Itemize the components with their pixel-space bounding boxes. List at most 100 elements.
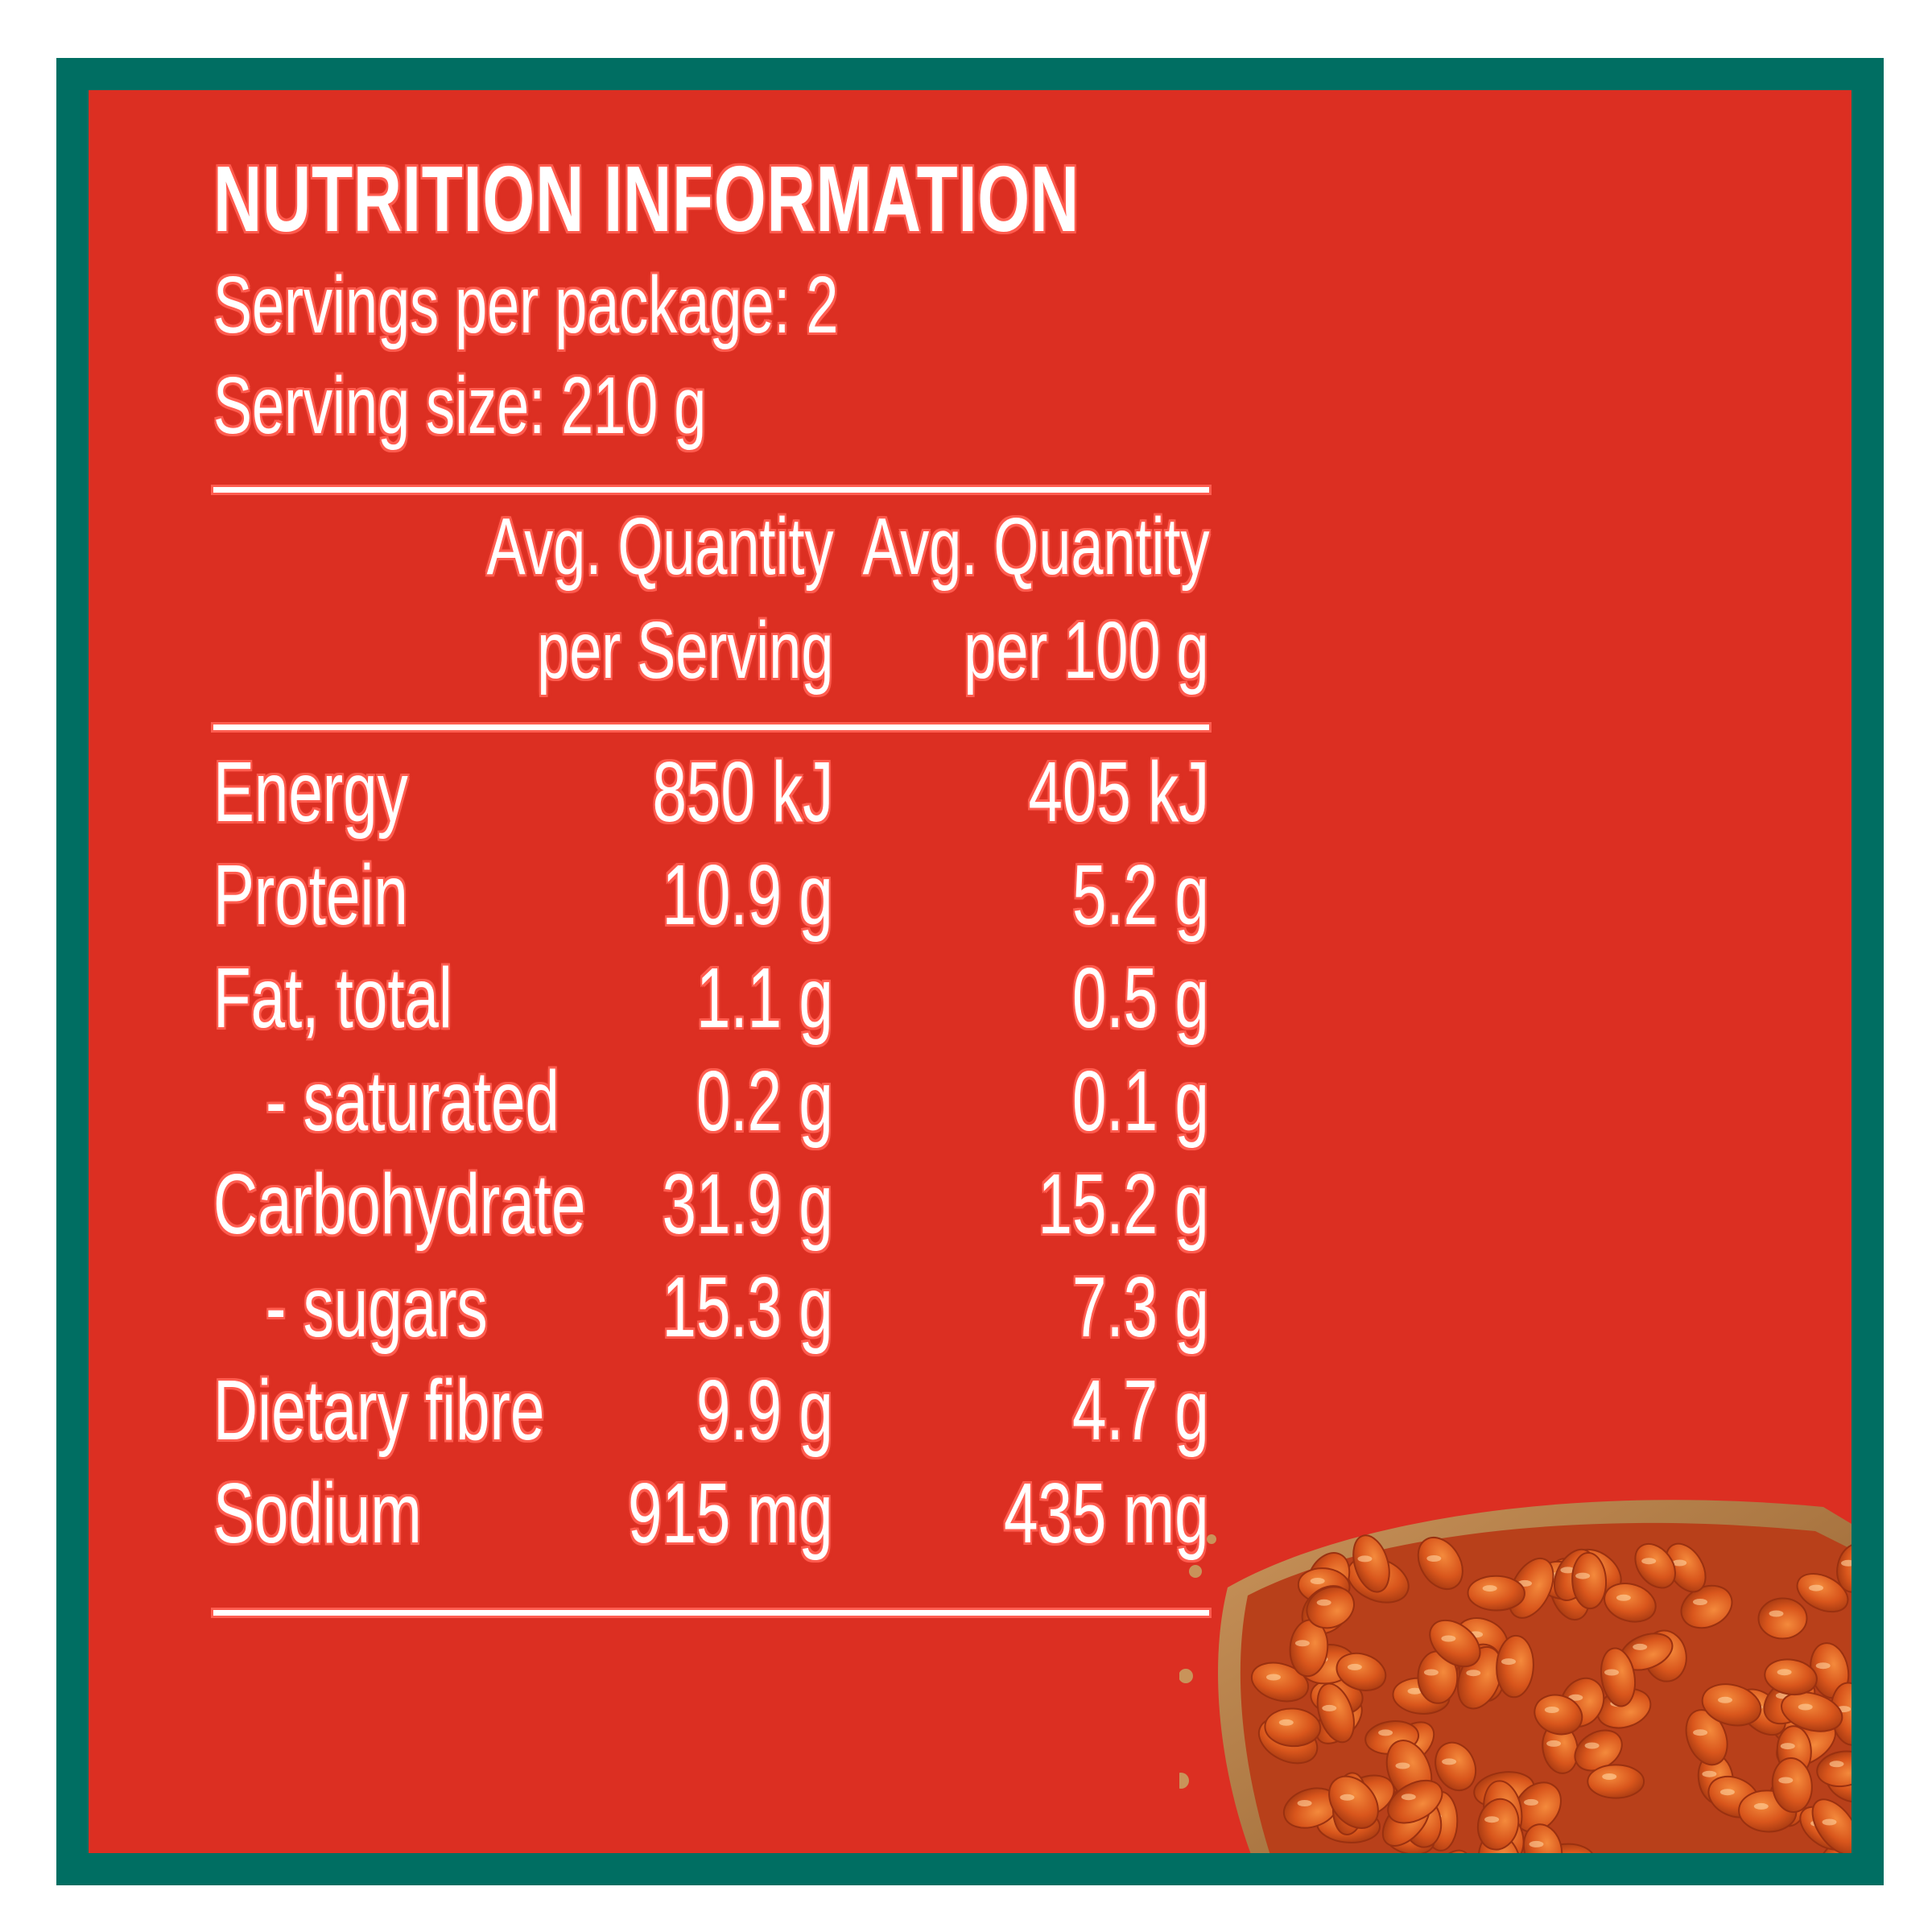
bean-highlight (1616, 1594, 1631, 1601)
bean-highlight (1575, 1572, 1591, 1579)
table-row: - saturated 0.2 g 0.1 g (89, 1053, 1852, 1154)
bean (1417, 1537, 1463, 1590)
beans-on-toast-image (1179, 1500, 1852, 1853)
per-serving-value: 15.3 g (662, 1260, 833, 1355)
per-serving-value: 850 kJ (652, 745, 833, 840)
bean-highlight (1718, 1696, 1732, 1703)
bean (1685, 1709, 1728, 1766)
per-100g-value: 15.2 g (1038, 1157, 1209, 1252)
bean-highlight (1395, 1762, 1410, 1769)
bean-highlight (1316, 1599, 1331, 1606)
bean (1534, 1694, 1583, 1736)
bean-highlight (1633, 1643, 1648, 1650)
bean-highlight (1544, 1707, 1559, 1713)
bean (1426, 1849, 1472, 1853)
bean (1467, 1575, 1525, 1612)
bean (1352, 1534, 1390, 1593)
bean-highlight (1423, 1669, 1439, 1676)
bean-highlight (1672, 1559, 1687, 1567)
per-serving-value: 31.9 g (662, 1157, 833, 1252)
bean (1264, 1707, 1322, 1748)
per-100g-value: 4.7 g (1072, 1363, 1209, 1458)
bean-highlight (1815, 1662, 1831, 1670)
bean (1335, 1652, 1387, 1691)
bean-highlight (1798, 1703, 1813, 1711)
per-serving-value: 0.2 g (696, 1054, 833, 1149)
bean-highlight (1693, 1599, 1707, 1605)
table-header-rule (213, 724, 1209, 730)
table-bottom-rule (213, 1610, 1209, 1616)
per-serving-value: 1.1 g (696, 951, 833, 1046)
bean-highlight (1340, 1794, 1355, 1801)
bean (1600, 1647, 1637, 1707)
bean-highlight (1777, 1669, 1792, 1676)
bean (1587, 1764, 1645, 1799)
bean-highlight (1310, 1578, 1325, 1584)
bean-highlight (1702, 1770, 1717, 1777)
bean-highlight (1297, 1800, 1312, 1806)
per-100g-value: 0.1 g (1072, 1054, 1209, 1149)
bean-highlight (1719, 1789, 1735, 1796)
bean-highlight (1753, 1802, 1769, 1810)
bean-highlight (1568, 1694, 1583, 1701)
bean (1316, 1682, 1355, 1744)
nutrient-label: Fat, total (213, 951, 452, 1046)
bean (1387, 1779, 1443, 1824)
bean-highlight (1347, 1663, 1362, 1670)
table-row: Dietary fibre 9.9 g 4.7 g (89, 1362, 1852, 1463)
bean-highlight (1407, 1687, 1422, 1695)
bean-highlight (1602, 1773, 1617, 1780)
nutrient-label: - sugars (266, 1260, 488, 1355)
per-serving-value: 9.9 g (696, 1363, 833, 1458)
bean (1435, 1741, 1477, 1792)
bean (1796, 1573, 1849, 1613)
per-serving-value: 10.9 g (662, 848, 833, 943)
per-100g-value: 5.2 g (1072, 848, 1209, 943)
bean (1634, 1542, 1676, 1589)
serving-size: Serving size: 210 g (213, 361, 707, 451)
per-serving-value: 915 mg (628, 1466, 833, 1561)
nutrient-label: Carbohydrate (213, 1157, 586, 1252)
bean (1604, 1583, 1657, 1623)
bean (1757, 1597, 1808, 1640)
nutrient-label: - saturated (266, 1054, 559, 1149)
bean-highlight (1466, 1670, 1481, 1677)
bean-highlight (1546, 1740, 1562, 1747)
bean (1764, 1658, 1818, 1696)
table-top-rule (213, 487, 1209, 493)
bean (1701, 1683, 1762, 1727)
bean (1836, 1542, 1852, 1593)
table-row: Sodium 915 mg 435 mg (89, 1465, 1852, 1567)
nutrition-title: NUTRITION INFORMATION (213, 147, 1080, 251)
bean-highlight (1426, 1555, 1442, 1562)
bean-highlight (1829, 1761, 1844, 1768)
bean-highlight (1769, 1610, 1784, 1617)
bean-highlight (1357, 1555, 1373, 1563)
bean-highlight (1482, 1585, 1497, 1592)
column-header-per-serving: Avg. Quantity per Serving (486, 502, 833, 696)
nutrient-label: Sodium (213, 1466, 422, 1561)
bean-highlight (1294, 1640, 1310, 1647)
table-row: - sugars 15.3 g 7.3 g (89, 1259, 1852, 1360)
per-100g-value: 7.3 g (1072, 1260, 1209, 1355)
bean (1816, 1750, 1852, 1788)
bean-highlight (1501, 1658, 1516, 1666)
bean-highlight (1441, 1635, 1456, 1642)
bean (1476, 1798, 1520, 1851)
bean (1522, 1823, 1563, 1853)
table-row: Carbohydrate 31.9 g 15.2 g (89, 1156, 1852, 1257)
nutrient-label: Protein (213, 848, 408, 943)
bean-highlight (1780, 1743, 1795, 1750)
bean (1250, 1662, 1310, 1703)
table-row: Energy 850 kJ 405 kJ (89, 744, 1852, 845)
bean-highlight (1841, 1559, 1852, 1567)
bean-highlight (1560, 1567, 1575, 1574)
bean-highlight (1809, 1584, 1823, 1591)
bean-highlight (1584, 1742, 1600, 1749)
bean (1781, 1691, 1843, 1732)
bean-highlight (1378, 1729, 1393, 1736)
bean-highlight (1401, 1794, 1416, 1801)
nutrient-label: Energy (213, 745, 408, 840)
bean-highlight (1822, 1818, 1837, 1826)
per-100g-value: 0.5 g (1072, 951, 1209, 1046)
